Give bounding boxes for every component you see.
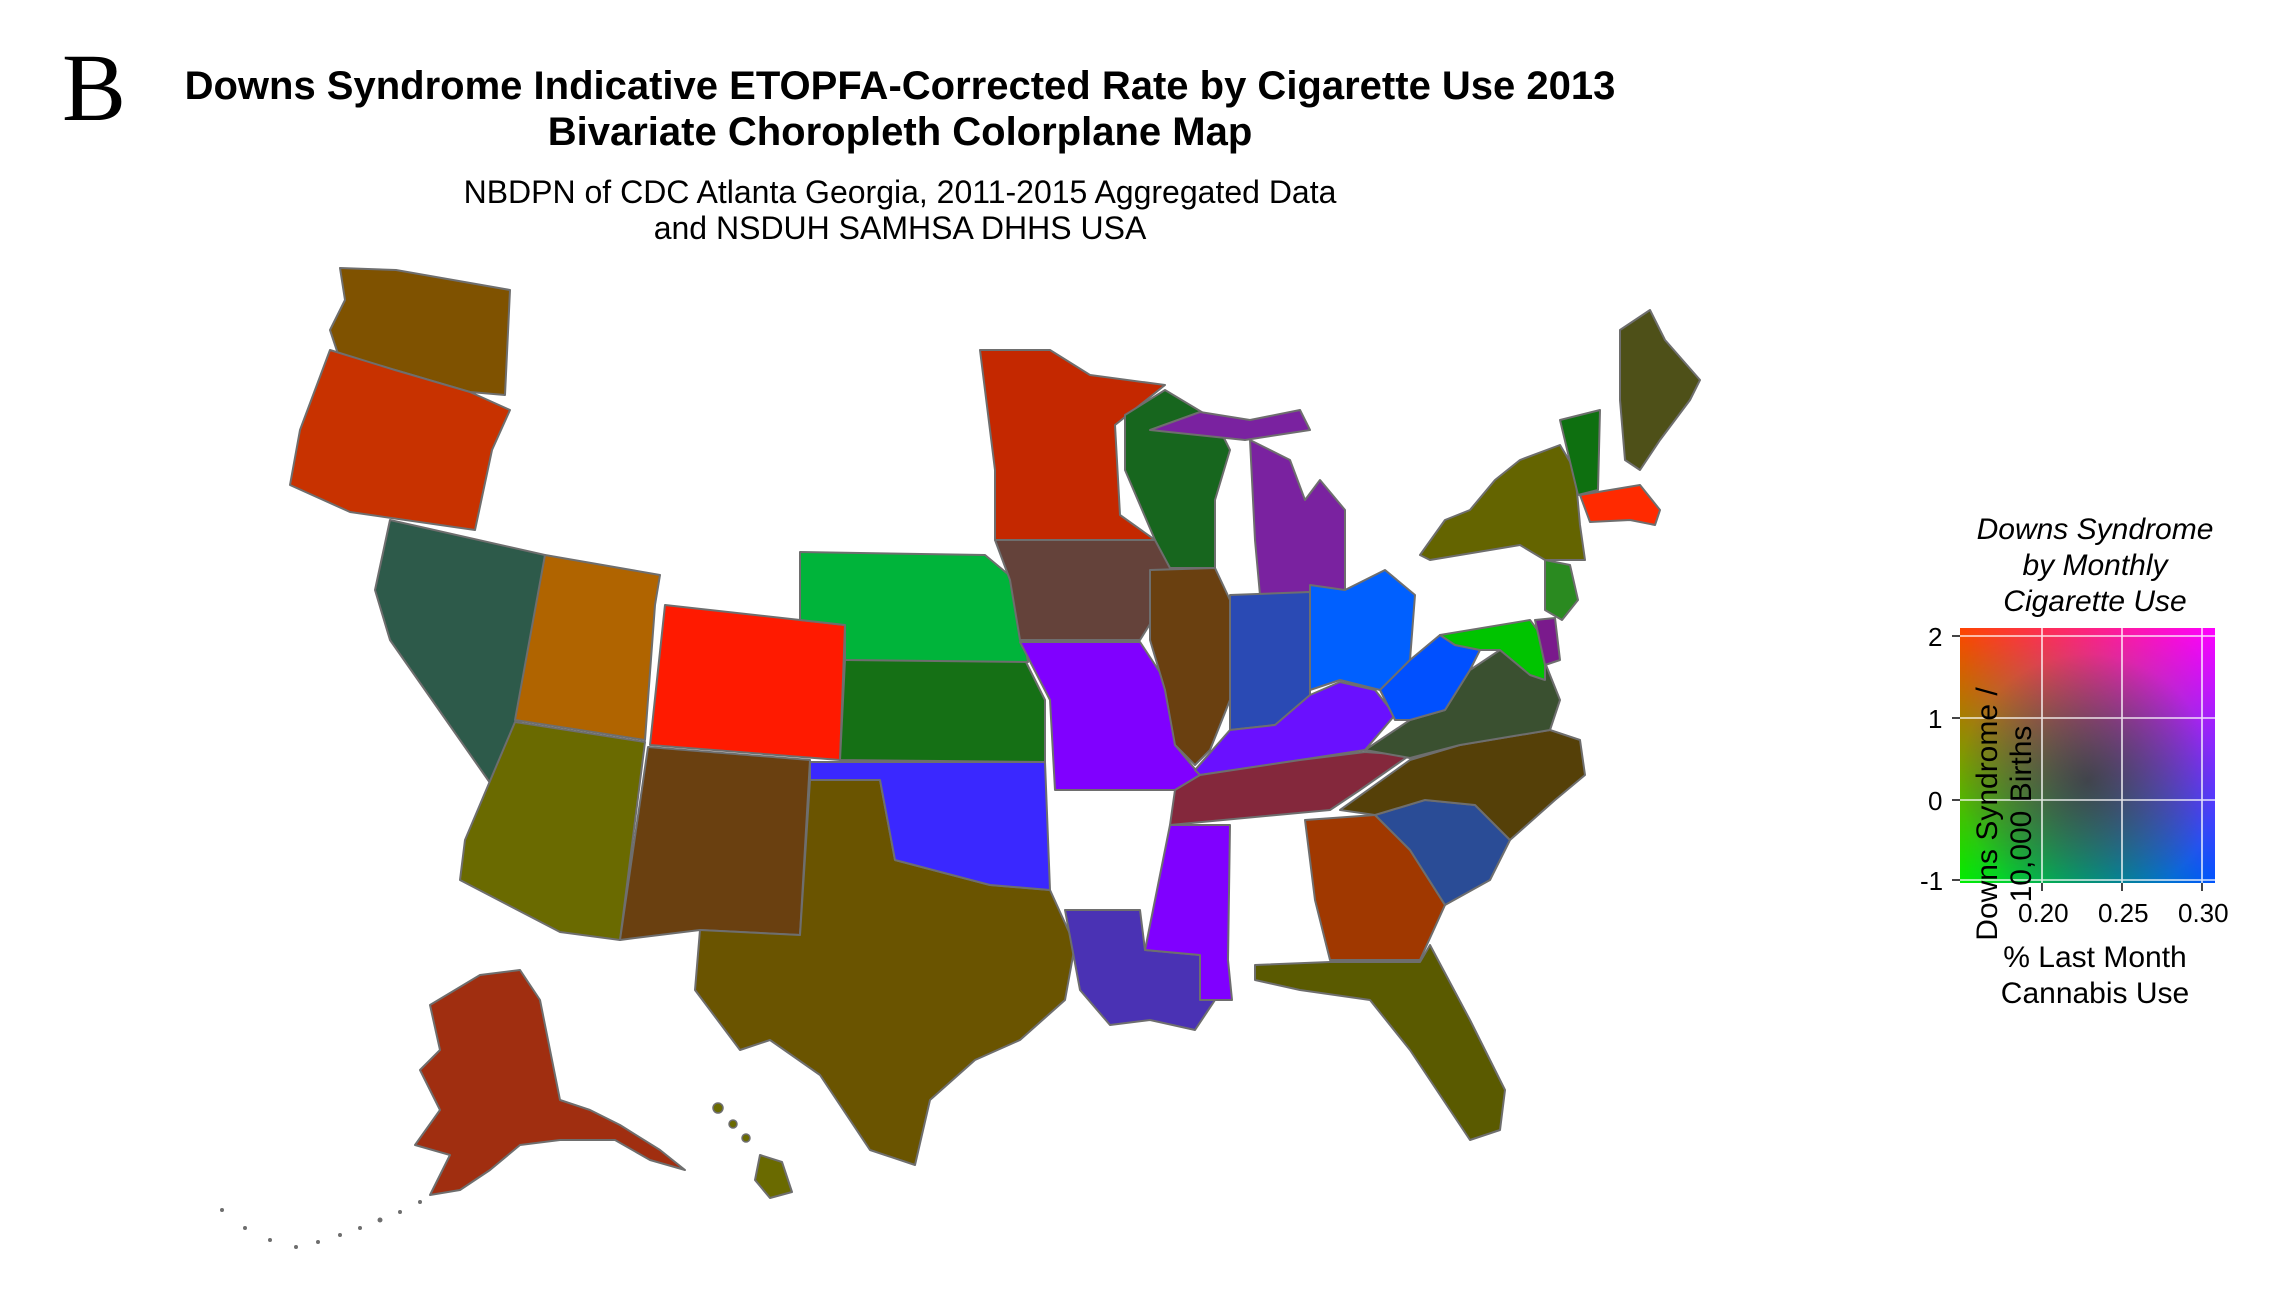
state-florida [1254,944,1506,1141]
state-minnesota [979,349,1166,541]
legend-x-tick-030: 0.30 [2178,898,2229,928]
legend-y-label: Downs Syndrome / 10,000 Births [1971,604,2039,1024]
legend-y-tick-2: 2 [1928,622,1943,652]
map-title-line-2: Bivariate Choropleth Colorplane Map [547,110,1253,154]
state-mississippi [1144,824,1233,1001]
state-hawaii [754,1154,793,1199]
state-colorado [649,604,846,761]
legend-x-tick-020: 0.20 [2018,898,2069,928]
legend-y-tick-1: 1 [1928,704,1943,734]
legend-y-tick-neg1: -1 [1920,866,1944,896]
legend-x-tick-025: 0.25 [2098,898,2149,928]
state-utah [514,554,661,741]
state-oklahoma [809,761,1051,891]
state-illinois [1149,567,1231,766]
legend-y-tick-0: 0 [1928,786,1943,816]
states-layer [289,267,1701,1199]
legend-title-line-3: Cigarette Use [2003,585,2187,618]
state-massachusetts [1579,484,1661,526]
state-alaska [414,969,686,1196]
state-maryland [1439,619,1546,681]
alaska-islands [220,1200,422,1249]
state-new-mexico [619,746,811,941]
state-maine [1619,309,1701,471]
state-new-jersey [1544,559,1579,621]
hawaii-small-islands [712,1102,751,1143]
legend-x-label-line-2: Cannabis Use [2000,977,2190,1010]
state-nebraska [799,551,1029,663]
state-oregon [289,349,511,531]
state-arizona [459,721,646,941]
map-title-line-1: Downs Syndrome Indicative ETOPFA-Correct… [184,64,1616,108]
legend-title-line-1: Downs Syndrome [1976,513,2214,546]
legend-colorplane [1952,628,2215,891]
state-new-york [1419,444,1586,561]
panel-letter: B [62,34,127,141]
state-louisiana [1064,909,1216,1031]
state-michigan [1149,409,1346,596]
state-iowa [994,539,1176,641]
state-west-virginia [1379,634,1481,721]
legend-x-label-line-1: % Last Month [2003,941,2187,974]
state-kansas [839,659,1046,763]
map-subtitle-line-2: and NSDUH SAMHSA DHHS USA [653,210,1147,246]
legend-y-label-line-1: Downs Syndrome / [1971,687,2004,941]
map-subtitle-line-1: NBDPN of CDC Atlanta Georgia, 2011-2015 … [463,174,1337,210]
legend-y-label-line-2: 10,000 Births [2005,725,2038,903]
state-vermont [1559,409,1601,496]
legend-title-line-2: by Monthly [2022,549,2168,582]
state-delaware [1534,617,1561,666]
